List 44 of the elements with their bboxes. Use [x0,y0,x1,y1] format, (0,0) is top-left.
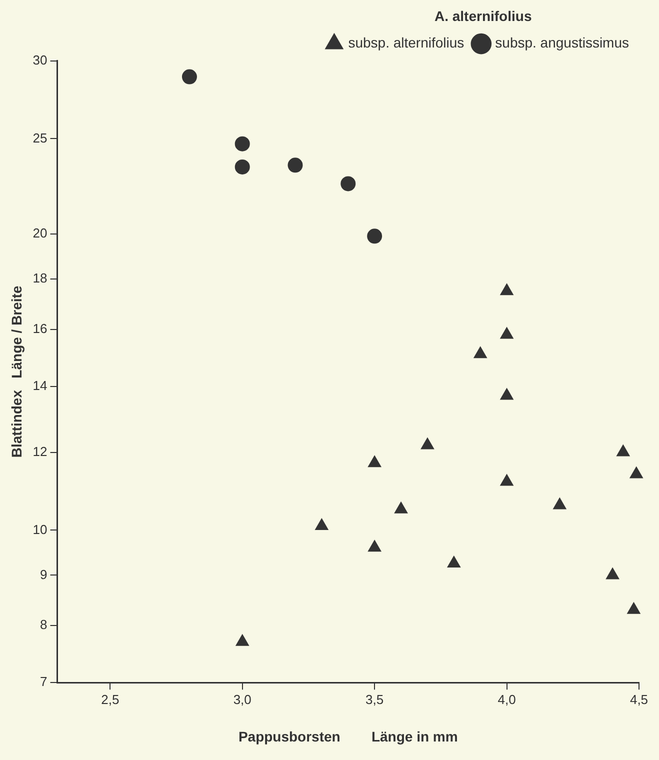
point [182,69,197,84]
point [315,518,328,530]
legend-title: A. alternifolius [434,8,532,24]
point [234,159,250,174]
point [368,456,382,468]
point [627,602,640,614]
point [234,136,250,152]
point [236,634,249,646]
point [500,327,514,339]
point [553,498,566,510]
point [616,444,630,456]
point [420,438,434,450]
y-axis-title: Blattindex Länge / Breite [8,286,24,458]
y-tick-label: 8 [40,617,48,632]
point [367,228,382,244]
point [500,388,514,400]
x-tick-label: 3,0 [233,692,252,707]
legend-label: subsp. alternifolius [348,34,464,51]
x-tick-label: 2,5 [101,692,120,707]
y-tick-label: 10 [32,522,48,537]
x-axis-title: Pappusborsten Länge in mm [238,728,458,744]
point [630,466,643,478]
point [368,540,382,552]
y-tick-label: 16 [32,320,48,336]
y-tick-label: 12 [32,444,48,459]
point [606,568,620,580]
point [474,346,487,358]
point [288,158,303,173]
y-tick-label: 14 [32,378,48,394]
point [340,176,356,192]
y-tick-label: 25 [32,130,48,146]
y-tick-label: 9 [40,566,48,582]
point [500,284,514,296]
legend-label: subsp. angustissimus [495,34,630,51]
x-tick-label: 4,0 [498,692,516,707]
y-tick-label: 18 [32,270,48,286]
y-tick-label: 7 [40,674,48,690]
y-tick-label: 30 [32,52,48,68]
x-tick-label: 3,5 [366,692,384,707]
y-tick-label: 20 [32,226,48,241]
x-tick-label: 4,5 [630,692,648,707]
point [500,474,514,486]
point [447,556,460,568]
point [394,502,408,514]
